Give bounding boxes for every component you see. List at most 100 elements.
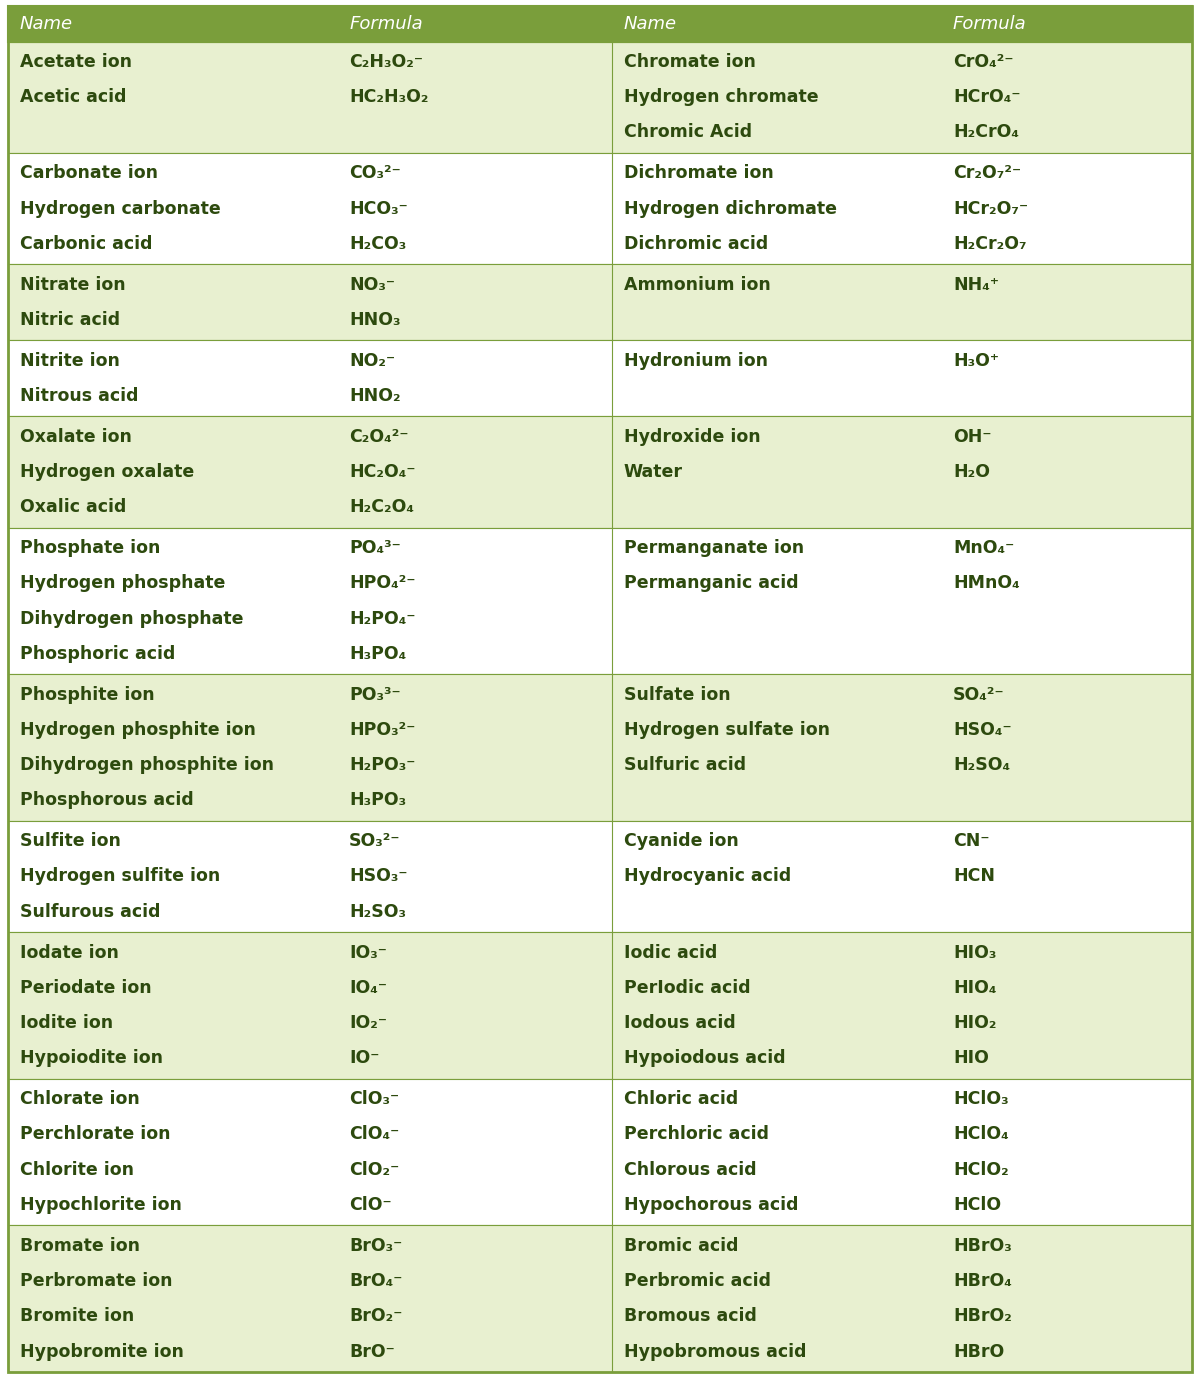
Text: Hydronium ion: Hydronium ion	[624, 351, 768, 369]
Text: Perbromate ion: Perbromate ion	[20, 1272, 173, 1290]
Text: Hydrogen sulfate ion: Hydrogen sulfate ion	[624, 721, 830, 739]
Text: H₃PO₃: H₃PO₃	[349, 791, 407, 809]
Text: Dihydrogen phosphite ion: Dihydrogen phosphite ion	[20, 757, 274, 774]
Text: HCN: HCN	[953, 868, 995, 886]
Text: HCr₂O₇⁻: HCr₂O₇⁻	[953, 200, 1028, 218]
Text: H₂Cr₂O₇: H₂Cr₂O₇	[953, 234, 1027, 252]
Text: HIO₃: HIO₃	[953, 944, 996, 962]
Text: HClO: HClO	[953, 1196, 1001, 1214]
Text: Sulfurous acid: Sulfurous acid	[20, 903, 161, 921]
Text: Hypobromite ion: Hypobromite ion	[20, 1342, 184, 1360]
Text: IO₂⁻: IO₂⁻	[349, 1014, 388, 1032]
Text: Hydrogen phosphate: Hydrogen phosphate	[20, 575, 226, 593]
Text: Hydrogen oxalate: Hydrogen oxalate	[20, 463, 194, 481]
Text: Chloric acid: Chloric acid	[624, 1090, 738, 1108]
Text: ClO₄⁻: ClO₄⁻	[349, 1126, 400, 1144]
Bar	[8, 265, 1192, 340]
Text: HC₂H₃O₂: HC₂H₃O₂	[349, 88, 428, 106]
Text: Cyanide ion: Cyanide ion	[624, 832, 738, 850]
Text: H₂O: H₂O	[953, 463, 990, 481]
Text: BrO₄⁻: BrO₄⁻	[349, 1272, 402, 1290]
Text: SO₃²⁻: SO₃²⁻	[349, 832, 401, 850]
Bar	[8, 416, 1192, 528]
Text: MnO₄⁻: MnO₄⁻	[953, 539, 1014, 557]
Text: Chromate ion: Chromate ion	[624, 52, 756, 70]
Text: Hypochlorite ion: Hypochlorite ion	[20, 1196, 182, 1214]
Text: Hydrogen sulfite ion: Hydrogen sulfite ion	[20, 868, 221, 886]
Text: H₂SO₃: H₂SO₃	[349, 903, 406, 921]
Text: Chlorate ion: Chlorate ion	[20, 1090, 139, 1108]
Text: H₂PO₄⁻: H₂PO₄⁻	[349, 609, 415, 627]
Text: HSO₃⁻: HSO₃⁻	[349, 868, 408, 886]
Text: HBrO₂: HBrO₂	[953, 1308, 1012, 1326]
Text: HCO₃⁻: HCO₃⁻	[349, 200, 408, 218]
Text: Permanganic acid: Permanganic acid	[624, 575, 798, 593]
Text: Bromous acid: Bromous acid	[624, 1308, 757, 1326]
Text: Nitrous acid: Nitrous acid	[20, 387, 138, 405]
Text: NH₄⁺: NH₄⁺	[953, 276, 998, 294]
Text: Ammonium ion: Ammonium ion	[624, 276, 770, 294]
Text: Phosphate ion: Phosphate ion	[20, 539, 161, 557]
Text: H₂CrO₄: H₂CrO₄	[953, 124, 1019, 142]
Text: Hydrogen chromate: Hydrogen chromate	[624, 88, 818, 106]
Text: Iodite ion: Iodite ion	[20, 1014, 113, 1032]
Text: Hydrocyanic acid: Hydrocyanic acid	[624, 868, 791, 886]
Text: HBrO₃: HBrO₃	[953, 1237, 1012, 1255]
Text: NO₃⁻: NO₃⁻	[349, 276, 395, 294]
Text: HPO₃²⁻: HPO₃²⁻	[349, 721, 415, 739]
Text: H₂SO₄: H₂SO₄	[953, 757, 1010, 774]
Text: Bromic acid: Bromic acid	[624, 1237, 738, 1255]
Bar	[8, 41, 1192, 153]
Text: Formula: Formula	[349, 15, 422, 33]
Text: Dichromate ion: Dichromate ion	[624, 164, 774, 182]
Bar	[8, 1225, 1192, 1372]
Text: Sulfite ion: Sulfite ion	[20, 832, 121, 850]
Text: Oxalic acid: Oxalic acid	[20, 499, 126, 517]
Text: Perchlorate ion: Perchlorate ion	[20, 1126, 170, 1144]
Text: Permanganate ion: Permanganate ion	[624, 539, 804, 557]
Text: H₂PO₃⁻: H₂PO₃⁻	[349, 757, 415, 774]
Text: Water: Water	[624, 463, 683, 481]
Text: SO₄²⁻: SO₄²⁻	[953, 686, 1004, 704]
Text: Name: Name	[20, 15, 73, 33]
Text: HSO₄⁻: HSO₄⁻	[953, 721, 1012, 739]
Text: Bromite ion: Bromite ion	[20, 1308, 134, 1326]
Text: Name: Name	[624, 15, 677, 33]
Text: IO⁻: IO⁻	[349, 1050, 379, 1068]
Text: Oxalate ion: Oxalate ion	[20, 427, 132, 445]
Text: CrO₄²⁻: CrO₄²⁻	[953, 52, 1014, 70]
Bar	[8, 6, 1192, 41]
Text: Iodate ion: Iodate ion	[20, 944, 119, 962]
Text: Chlorous acid: Chlorous acid	[624, 1160, 756, 1178]
Text: PO₄³⁻: PO₄³⁻	[349, 539, 401, 557]
Text: Nitrite ion: Nitrite ion	[20, 351, 120, 369]
Text: Phosphite ion: Phosphite ion	[20, 686, 155, 704]
Text: H₂C₂O₄: H₂C₂O₄	[349, 499, 414, 517]
Text: HCrO₄⁻: HCrO₄⁻	[953, 88, 1020, 106]
Text: HBrO: HBrO	[953, 1342, 1004, 1360]
Text: Hydrogen carbonate: Hydrogen carbonate	[20, 200, 221, 218]
Text: IO₃⁻: IO₃⁻	[349, 944, 388, 962]
Bar	[8, 340, 1192, 416]
Text: PerIodic acid: PerIodic acid	[624, 978, 750, 996]
Text: Iodic acid: Iodic acid	[624, 944, 718, 962]
Text: HPO₄²⁻: HPO₄²⁻	[349, 575, 415, 593]
Bar	[8, 1079, 1192, 1225]
Text: Dichromic acid: Dichromic acid	[624, 234, 768, 252]
Text: Periodate ion: Periodate ion	[20, 978, 151, 996]
Text: Hydrogen phosphite ion: Hydrogen phosphite ion	[20, 721, 256, 739]
Text: CN⁻: CN⁻	[953, 832, 990, 850]
Bar	[8, 528, 1192, 674]
Text: Chlorite ion: Chlorite ion	[20, 1160, 134, 1178]
Text: HIO: HIO	[953, 1050, 989, 1068]
Text: Hydrogen dichromate: Hydrogen dichromate	[624, 200, 836, 218]
Text: Acetic acid: Acetic acid	[20, 88, 126, 106]
Text: Hypobromous acid: Hypobromous acid	[624, 1342, 806, 1360]
Text: Cr₂O₇²⁻: Cr₂O₇²⁻	[953, 164, 1021, 182]
Text: HNO₂: HNO₂	[349, 387, 401, 405]
Text: Nitric acid: Nitric acid	[20, 311, 120, 329]
Text: Phosphorous acid: Phosphorous acid	[20, 791, 193, 809]
Text: HBrO₄: HBrO₄	[953, 1272, 1012, 1290]
Text: HIO₄: HIO₄	[953, 978, 996, 996]
Text: Hypochorous acid: Hypochorous acid	[624, 1196, 798, 1214]
